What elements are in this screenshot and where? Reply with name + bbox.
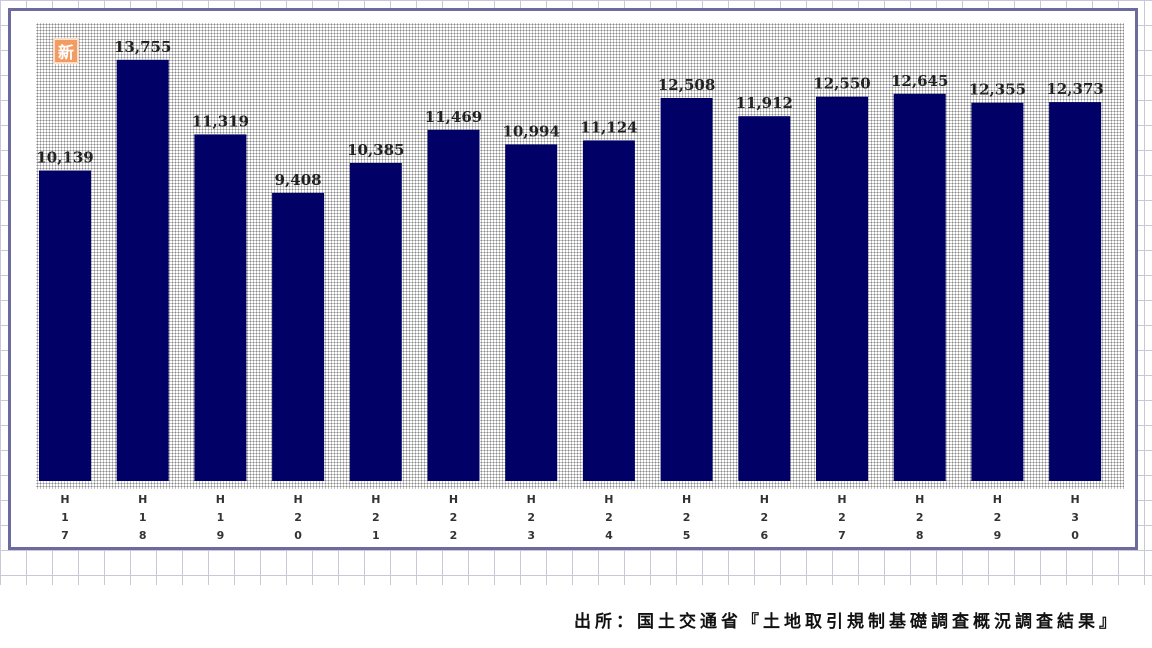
- bar-H24: [582, 140, 635, 481]
- value-label-H27: 12,550: [813, 75, 870, 93]
- value-label-H21: 10,385: [347, 141, 404, 159]
- bar-H22: [427, 129, 480, 482]
- value-label-H22: 11,469: [425, 108, 482, 126]
- source-footer: 出所：国土交通省『土地取引規制基礎調査概況調査結果』: [0, 585, 1152, 648]
- value-label-H28: 12,645: [891, 72, 948, 90]
- new-badge-icon: 新: [53, 38, 79, 64]
- bar-H19: [194, 134, 247, 481]
- bar-H21: [349, 163, 402, 481]
- value-label-H26: 11,912: [736, 94, 793, 112]
- bar-H28: [893, 93, 946, 482]
- bar-H27: [816, 96, 868, 481]
- value-label-H23: 10,994: [502, 122, 559, 140]
- value-label-H18: 13,755: [114, 38, 171, 56]
- bar-H23: [505, 144, 558, 481]
- value-label-H29: 12,355: [969, 81, 1026, 99]
- bar-chart: 10,139 H 1 7 13,755 H 1 8 11,319 H 1 9 9,408 H 2 0 10,38…: [36, 38, 1104, 542]
- value-label-H30: 12,373: [1046, 80, 1103, 98]
- value-label-H20: 9,408: [275, 171, 322, 189]
- bar-H30: [1049, 102, 1102, 481]
- chart-frame: 10,139 H 1 7 13,755 H 1 8 11,319 H 1 9 9,408 H 2 0 10,38…: [8, 8, 1138, 550]
- value-label-H17: 10,139: [36, 149, 93, 167]
- bar-H17: [39, 170, 91, 481]
- bar-H29: [971, 102, 1024, 481]
- bar-H26: [738, 116, 791, 481]
- bar-H25: [660, 98, 713, 481]
- value-label-H25: 12,508: [658, 76, 715, 94]
- value-label-H24: 11,124: [580, 118, 637, 136]
- bar-H20: [272, 192, 325, 481]
- value-label-H19: 11,319: [192, 112, 249, 130]
- source-citation: 出所：国土交通省『土地取引規制基礎調査概況調査結果』: [574, 612, 1120, 632]
- bar-H18: [116, 59, 169, 482]
